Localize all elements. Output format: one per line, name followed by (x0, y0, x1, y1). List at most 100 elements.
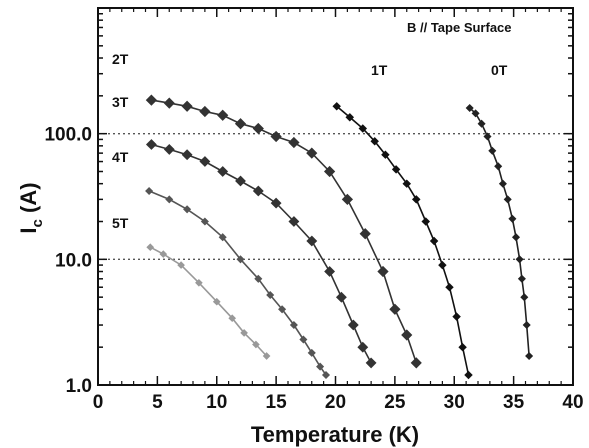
data-point-1T (391, 165, 401, 174)
x-axis-title: Temperature (K) (251, 422, 419, 447)
data-point-5T (212, 297, 221, 306)
axis-ticks: 1.0 10.0 100.0 0 5 10 15 20 25 30 35 40 (44, 8, 584, 413)
field-orientation-annotation: B // Tape Surface (407, 20, 512, 35)
data-point-3T (145, 139, 157, 150)
series-3T (145, 139, 377, 369)
data-point-2T (199, 105, 211, 118)
data-point-4T (218, 233, 227, 242)
data-point-5T (252, 340, 260, 349)
data-point-5T (146, 243, 155, 252)
data-point-1T (458, 342, 467, 352)
data-point-4T (307, 348, 316, 357)
x-tick-label: 25 (384, 392, 406, 413)
data-point-4T (289, 320, 298, 330)
grid-lines (98, 133, 573, 260)
data-point-2T (359, 228, 371, 240)
data-point-4T (278, 305, 287, 314)
series-4T (145, 186, 331, 380)
data-point-2T (145, 94, 158, 106)
data-point-4T (165, 195, 174, 204)
data-point-0T (503, 195, 512, 204)
data-point-3T (288, 216, 300, 227)
y-axis-title: Ic (A) (16, 182, 46, 233)
x-tick-label: 20 (325, 392, 346, 413)
data-point-4T (236, 255, 245, 264)
data-point-4T (316, 362, 325, 371)
series-label-1T: 1T (371, 62, 388, 78)
series-labels: 0T 1T 2T 3T 4T 5T (112, 51, 508, 231)
data-point-3T (306, 235, 318, 247)
y-tick-label: 1.0 (66, 376, 92, 397)
data-point-0T (508, 214, 517, 223)
data-point-1T (370, 137, 379, 146)
data-point-4T (200, 217, 209, 226)
data-point-5T (195, 278, 203, 287)
data-point-3T (163, 143, 175, 155)
data-point-2T (163, 97, 175, 109)
data-point-5T (159, 250, 168, 258)
data-point-1T (421, 217, 431, 226)
data-point-0T (520, 293, 529, 302)
data-point-2T (252, 122, 264, 135)
series-label-3T: 3T (112, 94, 129, 110)
data-series (145, 94, 534, 380)
data-point-1T (464, 370, 473, 380)
data-point-2T (341, 193, 354, 206)
data-point-3T (199, 156, 211, 167)
data-point-1T (438, 260, 447, 270)
x-tick-label: 5 (152, 392, 163, 413)
y-axis-title-unit: (A) (16, 182, 41, 219)
data-point-3T (335, 291, 347, 303)
data-point-0T (517, 274, 526, 283)
data-point-3T (181, 149, 193, 161)
series-label-4T: 4T (112, 149, 129, 165)
series-1T (332, 102, 473, 380)
series-label-2T: 2T (112, 51, 129, 67)
data-point-1T (445, 282, 454, 292)
data-point-2T (410, 357, 422, 369)
data-point-3T (252, 185, 264, 197)
data-point-1T (381, 150, 390, 159)
data-point-2T (181, 100, 193, 112)
y-tick-label: 10.0 (55, 250, 92, 271)
data-point-0T (494, 162, 503, 171)
data-point-5T (262, 352, 271, 360)
data-point-3T (217, 166, 229, 177)
data-point-2T (234, 118, 247, 130)
data-point-0T (498, 179, 507, 188)
y-axis-title-main: I (16, 227, 41, 233)
data-point-4T (145, 186, 154, 196)
data-point-5T (240, 329, 248, 337)
data-point-0T (522, 320, 531, 330)
data-point-2T (270, 130, 282, 143)
data-point-1T (411, 195, 421, 204)
data-point-3T (270, 197, 282, 209)
data-point-2T (288, 136, 300, 149)
data-point-3T (324, 266, 336, 277)
x-tick-label: 40 (562, 392, 583, 413)
data-point-3T (357, 341, 369, 353)
data-point-2T (377, 265, 389, 278)
x-tick-label: 35 (503, 392, 525, 413)
data-point-0T (471, 109, 480, 118)
series-2T (145, 94, 422, 369)
data-point-0T (515, 255, 524, 264)
data-point-1T (358, 124, 368, 133)
data-point-3T (347, 319, 359, 331)
data-point-5T (177, 261, 185, 269)
data-point-1T (429, 236, 439, 246)
data-point-4T (321, 370, 331, 380)
data-point-1T (332, 102, 341, 111)
series-label-0T: 0T (491, 62, 508, 78)
data-point-0T (477, 119, 486, 128)
data-point-1T (345, 113, 355, 122)
data-point-0T (511, 233, 521, 242)
data-point-0T (483, 132, 492, 141)
data-point-1T (402, 179, 412, 188)
data-point-2T (389, 303, 401, 315)
y-axis-title-subscript: c (29, 219, 46, 227)
data-point-4T (254, 274, 263, 283)
series-label-5T: 5T (112, 215, 129, 231)
data-point-2T (401, 329, 413, 341)
